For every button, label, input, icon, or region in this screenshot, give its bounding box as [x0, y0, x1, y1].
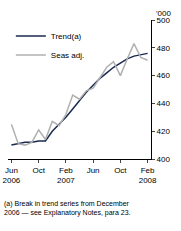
svg-text:420: 420: [157, 127, 171, 136]
svg-text:(a) Break in trend series from: (a) Break in trend series from December2…: [4, 200, 131, 217]
svg-text:'000: '000: [156, 9, 171, 18]
svg-text:Oct: Oct: [32, 166, 45, 175]
svg-text:460: 460: [157, 71, 171, 80]
svg-text:480: 480: [157, 44, 171, 53]
svg-text:Oct: Oct: [114, 166, 127, 175]
svg-text:Jun: Jun: [87, 166, 100, 175]
svg-text:Trend(a): Trend(a): [51, 32, 82, 41]
svg-text:440: 440: [157, 99, 171, 108]
svg-text:Seas adj.: Seas adj.: [51, 51, 84, 60]
svg-text:400: 400: [157, 155, 171, 164]
svg-text:Feb2007: Feb2007: [57, 166, 75, 185]
svg-text:500: 500: [157, 16, 171, 25]
svg-text:Jun2006: Jun2006: [3, 166, 21, 185]
svg-text:Feb2008: Feb2008: [139, 166, 157, 185]
